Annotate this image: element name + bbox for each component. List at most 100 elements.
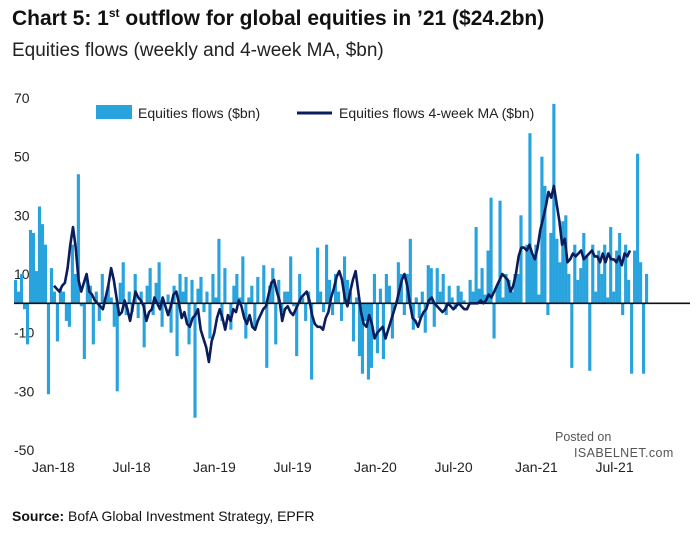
flow-bar <box>121 262 125 304</box>
flow-bar <box>555 238 559 304</box>
flow-bar <box>606 297 610 304</box>
flow-bar <box>492 303 496 339</box>
flow-bar <box>22 303 27 310</box>
x-tick-label: Jan-19 <box>193 459 236 475</box>
flow-bar <box>390 303 394 339</box>
flow-bar <box>205 291 209 304</box>
flow-bar <box>184 276 188 304</box>
flow-bar <box>253 303 257 330</box>
flow-bar <box>495 285 499 304</box>
legend: Equities flows ($bn) Equities flows 4-we… <box>96 105 534 121</box>
flow-bar <box>166 294 170 304</box>
x-tick-label: Jul-20 <box>435 459 473 475</box>
source-note: Source: BofA Global Investment Strategy,… <box>12 508 314 524</box>
flow-bar <box>504 274 508 304</box>
flow-bar <box>603 244 607 304</box>
legend-line-label: Equities flows 4-week MA ($bn) <box>339 105 534 121</box>
flow-bar <box>519 215 523 304</box>
flow-bar <box>262 265 266 304</box>
flow-bar <box>531 256 535 304</box>
flow-bar <box>40 224 45 304</box>
flow-bar <box>573 244 577 304</box>
flow-bar <box>271 268 275 304</box>
flow-bar <box>46 303 51 395</box>
flow-bar <box>516 274 520 304</box>
flow-bar <box>342 256 347 304</box>
flow-bar <box>100 274 104 304</box>
flow-bar <box>250 285 254 304</box>
flow-bar <box>489 197 493 304</box>
flow-bar <box>582 232 586 304</box>
flow-bar <box>118 282 122 304</box>
source-label: Source: <box>12 508 65 524</box>
flow-bar <box>14 279 18 304</box>
flow-bar <box>112 303 116 327</box>
flow-bar <box>468 279 472 304</box>
flow-bar <box>363 303 368 321</box>
flow-bar <box>450 297 454 304</box>
flow-bar <box>636 153 640 304</box>
flow-bar <box>73 274 77 304</box>
flow-bar <box>235 274 239 304</box>
flow-bar <box>115 303 119 392</box>
watermark-line-2: ISABELNET.com <box>574 446 674 460</box>
flow-bar <box>459 291 463 304</box>
x-tick-label: Jan-21 <box>515 459 558 475</box>
flow-bar <box>639 262 643 304</box>
flow-bar <box>208 303 212 339</box>
flow-bar <box>600 274 604 304</box>
flow-bar <box>441 274 445 304</box>
y-tick-label: 70 <box>14 90 30 106</box>
flow-bar <box>579 268 583 304</box>
flow-bar <box>417 303 421 318</box>
flow-bar <box>534 244 538 304</box>
flow-bar <box>567 274 571 304</box>
flow-bar <box>588 303 592 371</box>
flow-bar <box>106 285 110 304</box>
flow-bar <box>322 303 326 313</box>
flow-bar <box>52 291 57 304</box>
flow-bar <box>232 285 236 304</box>
flow-bar <box>480 268 484 304</box>
flow-bar <box>474 227 478 304</box>
flow-bar <box>247 297 251 304</box>
flow-bar <box>49 268 54 304</box>
y-tick-label: -50 <box>14 442 34 458</box>
flow-bar <box>97 303 101 321</box>
flow-bar <box>570 303 574 368</box>
flow-bar <box>148 268 152 304</box>
chart-subtitle: Equities flows (weekly and 4-week MA, $b… <box>12 40 384 61</box>
flow-bar <box>58 288 62 304</box>
flow-bar <box>552 103 556 304</box>
flow-bar <box>633 250 637 304</box>
flow-bar <box>564 215 568 304</box>
flow-bar <box>151 303 155 316</box>
y-tick-label: 50 <box>14 149 30 165</box>
flow-bar <box>67 303 71 327</box>
flow-bar <box>621 303 625 316</box>
flow-bar <box>366 303 371 380</box>
flow-bar <box>387 285 391 304</box>
flow-bar <box>375 303 379 354</box>
flow-bar <box>25 303 30 345</box>
flow-bar <box>91 303 95 345</box>
x-tick-label: Jan-18 <box>32 459 75 475</box>
flow-bar <box>396 262 400 304</box>
flow-bar <box>16 291 21 304</box>
flow-bar <box>345 279 350 304</box>
flow-bar <box>94 291 98 304</box>
flow-bar <box>645 274 649 304</box>
flow-bar <box>217 238 221 304</box>
flow-bar <box>528 133 532 304</box>
flow-bar <box>438 291 442 304</box>
flow-bar <box>348 291 353 304</box>
flow-bar <box>292 303 296 307</box>
flow-bar <box>310 303 314 380</box>
flow-bar <box>357 303 362 357</box>
flow-bar <box>336 291 341 304</box>
flow-bar <box>274 303 278 345</box>
flow-bar <box>510 291 514 304</box>
flow-bar <box>76 174 80 304</box>
x-tick-label: Jan-20 <box>354 459 397 475</box>
flow-bar <box>28 230 33 304</box>
